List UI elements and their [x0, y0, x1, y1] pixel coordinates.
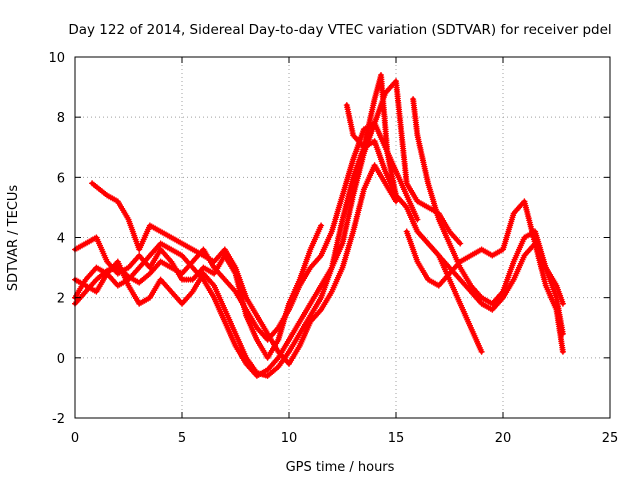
series-track-5	[89, 162, 399, 367]
x-tick-label: 15	[388, 431, 405, 446]
x-tick-label: 10	[281, 431, 298, 446]
series-track-7	[410, 96, 566, 337]
series-track-2	[72, 120, 421, 343]
axes: 0 5 10 15 20 25 -2 0 2 4 6 8 10	[48, 51, 618, 446]
y-tick-label: -2	[52, 412, 65, 427]
series-track-6	[343, 72, 566, 355]
y-tick-label: 4	[57, 232, 65, 247]
y-tick-label: 2	[57, 292, 65, 307]
x-tick-label: 20	[495, 431, 512, 446]
series-markers	[403, 198, 566, 307]
series-markers	[410, 96, 566, 337]
series-markers	[343, 72, 566, 355]
series-line	[73, 223, 324, 360]
x-axis-label: GPS time / hours	[286, 460, 395, 475]
series-line	[411, 97, 565, 336]
plot-frame	[74, 56, 611, 419]
x-tick-label: 25	[602, 431, 619, 446]
y-tick-label: 10	[48, 51, 65, 66]
series-track-4	[72, 78, 464, 379]
y-tick-label: 6	[57, 171, 65, 186]
y-axis-label: SDTVAR / TECUs	[6, 185, 21, 292]
series-track-8	[403, 198, 566, 307]
x-tick-label: 5	[178, 431, 186, 446]
data-series	[72, 72, 566, 379]
y-tick-label: 0	[57, 352, 65, 367]
grid-lines	[75, 57, 610, 418]
series-markers	[72, 120, 421, 343]
series-markers	[89, 162, 399, 367]
y-tick-label: 8	[57, 111, 65, 126]
chart-title: Day 122 of 2014, Sidereal Day-to-day VTE…	[68, 22, 611, 38]
x-tick-label: 0	[71, 431, 79, 446]
